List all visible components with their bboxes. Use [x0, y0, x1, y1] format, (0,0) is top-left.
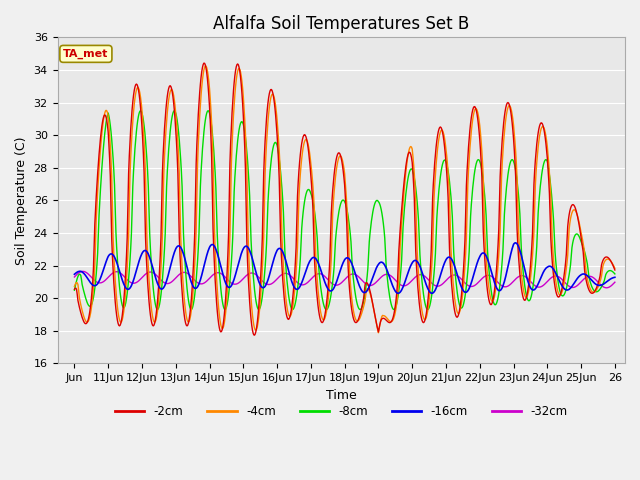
Text: TA_met: TA_met	[63, 49, 109, 59]
Title: Alfalfa Soil Temperatures Set B: Alfalfa Soil Temperatures Set B	[213, 15, 469, 33]
X-axis label: Time: Time	[326, 389, 356, 402]
Y-axis label: Soil Temperature (C): Soil Temperature (C)	[15, 136, 28, 264]
Legend: -2cm, -4cm, -8cm, -16cm, -32cm: -2cm, -4cm, -8cm, -16cm, -32cm	[110, 400, 572, 423]
